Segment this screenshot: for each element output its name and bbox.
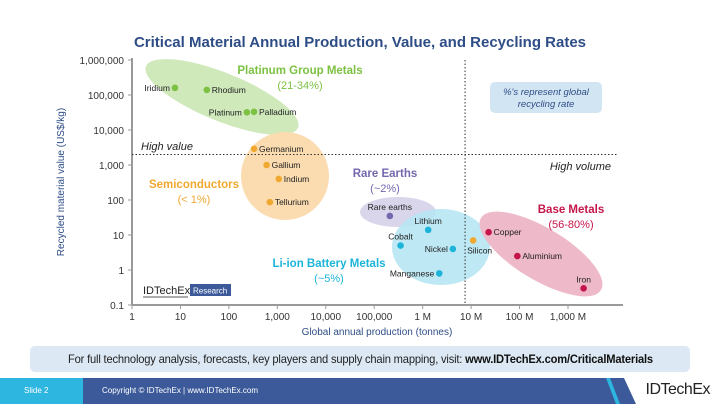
point-label: Silicon bbox=[467, 245, 492, 255]
group-label: Rare Earths bbox=[353, 168, 418, 180]
data-point-silicon bbox=[469, 237, 477, 244]
group-label: Platinum Group Metals bbox=[237, 65, 362, 77]
y-tick-label: 1,000,000 bbox=[80, 56, 125, 67]
point-label: Iron bbox=[576, 274, 591, 284]
group-label: Base Metals bbox=[538, 204, 604, 216]
x-tick-label: 100 M bbox=[506, 312, 534, 323]
point-label: Gallium bbox=[272, 160, 301, 170]
y-tick-label: 100 bbox=[107, 196, 124, 207]
group-label: Li-ion Battery Metals bbox=[272, 258, 385, 270]
banner-text: For full technology analysis, forecasts,… bbox=[67, 352, 465, 366]
x-tick-label: 1,000 M bbox=[550, 312, 586, 323]
y-axis-label: Recycled material value (US$/kg) bbox=[56, 108, 67, 256]
x-tick-label: 100,000 bbox=[356, 312, 393, 323]
note-text: recycling rate bbox=[518, 99, 575, 110]
point-label: Platinum bbox=[209, 107, 242, 117]
copyright: Copyright © IDTechEx | www.IDTechEx.com bbox=[102, 386, 259, 395]
point-label: Rhodium bbox=[212, 85, 246, 95]
data-point-aluminium bbox=[514, 252, 521, 260]
high-volume-label: High volume bbox=[550, 161, 611, 173]
x-tick-label: 10 bbox=[175, 312, 187, 323]
data-point-iron bbox=[580, 285, 587, 292]
point-label: Rare earths bbox=[368, 202, 412, 212]
point-label: Copper bbox=[494, 227, 522, 237]
point-label: Nickel bbox=[425, 244, 448, 254]
point-label: Lithium bbox=[414, 216, 441, 226]
data-point-nickel bbox=[449, 245, 457, 253]
group-rate: (~2%) bbox=[370, 183, 400, 195]
scatter-chart: 1,000,000 100,000 10,000 1,000 100 10 1 0.1 1 10 1… bbox=[56, 56, 623, 338]
idtechex-logo: IDTechEx bbox=[645, 381, 711, 398]
point-label: Iridium bbox=[144, 83, 170, 93]
data-point-tellurium bbox=[266, 198, 274, 206]
data-point-cobalt bbox=[397, 242, 404, 249]
note-text: %'s represent global bbox=[503, 87, 590, 98]
data-point-copper bbox=[485, 228, 492, 236]
banner-link[interactable]: www.IDTechEx.com/CriticalMaterials bbox=[464, 352, 653, 366]
y-tick-label: 100,000 bbox=[88, 91, 125, 102]
y-tick-label: 10,000 bbox=[93, 126, 124, 137]
data-point-manganese bbox=[435, 270, 443, 277]
point-label: Palladium bbox=[259, 107, 296, 117]
group-label: Semiconductors bbox=[149, 179, 239, 191]
high-value-label: High value bbox=[141, 141, 193, 153]
x-tick-label: 10 M bbox=[460, 312, 482, 323]
group-region-base-metals bbox=[479, 211, 603, 297]
data-point-gallium bbox=[263, 161, 270, 169]
y-tick-label: 10 bbox=[113, 231, 125, 242]
x-tick-label: 10,000 bbox=[310, 312, 341, 323]
group-rate: (~5%) bbox=[314, 273, 344, 285]
x-tick-label: 1 M bbox=[414, 312, 431, 323]
x-axis-label: Global annual production (tonnes) bbox=[302, 327, 453, 338]
y-tick-label: 1 bbox=[118, 266, 124, 277]
group-rate: (56-80%) bbox=[548, 219, 593, 231]
data-point-iridium bbox=[171, 84, 179, 92]
data-point-platinum bbox=[243, 109, 251, 116]
x-tick-label: 1 bbox=[129, 312, 135, 323]
group-region-platinum bbox=[145, 59, 299, 135]
footer-stripe bbox=[606, 378, 620, 404]
info-banner: For full technology analysis, forecasts,… bbox=[30, 346, 690, 372]
point-label: Tellurium bbox=[275, 197, 309, 207]
data-point-rare-earths bbox=[386, 212, 394, 220]
y-tick-label: 0.1 bbox=[110, 301, 124, 312]
watermark-tag-bg bbox=[190, 284, 231, 296]
y-tick-label: 1,000 bbox=[99, 161, 124, 172]
point-label: Manganese bbox=[390, 268, 435, 278]
data-point-lithium bbox=[424, 226, 432, 234]
slide-number: Slide 2 bbox=[0, 378, 83, 404]
logo-area: IDTechEx bbox=[624, 378, 720, 404]
group-rate: (21-34%) bbox=[277, 80, 322, 92]
footer: Slide 2 Copyright © IDTechEx | www.IDTec… bbox=[0, 378, 720, 404]
chart-title: Critical Material Annual Production, Val… bbox=[133, 34, 587, 51]
point-label: Cobalt bbox=[388, 232, 413, 242]
banner-content: For full technology analysis, forecasts,… bbox=[68, 346, 653, 372]
point-label: Aluminium bbox=[522, 251, 562, 261]
data-point-indium bbox=[275, 175, 283, 183]
group-rate: (< 1%) bbox=[178, 194, 211, 206]
x-tick-label: 1,000 bbox=[265, 312, 290, 323]
data-point-palladium bbox=[250, 108, 258, 116]
data-point-rhodium bbox=[203, 86, 211, 94]
x-tick-label: 100 bbox=[221, 312, 238, 323]
point-label: Germanium bbox=[259, 144, 303, 154]
watermark-tag: Research bbox=[193, 287, 227, 296]
note-box bbox=[490, 82, 602, 113]
point-label: Indium bbox=[284, 174, 310, 184]
watermark-brand: IDTechEx bbox=[143, 285, 191, 297]
data-point-germanium bbox=[250, 145, 258, 153]
